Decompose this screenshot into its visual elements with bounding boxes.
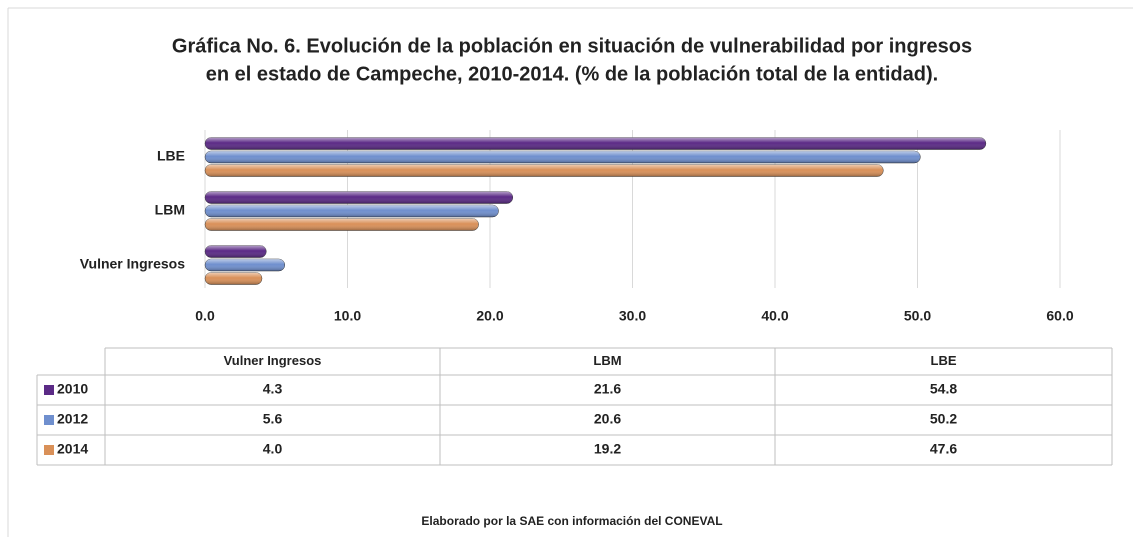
table-cell: 21.6 — [594, 381, 621, 397]
x-tick-label: 30.0 — [619, 308, 646, 324]
x-tick-label: 20.0 — [476, 308, 503, 324]
bar — [204, 150, 921, 164]
y-tick-label: LBE — [157, 148, 185, 164]
legend-label: 2012 — [57, 411, 88, 427]
x-tick-label: 10.0 — [334, 308, 361, 324]
y-tick-label: Vulner Ingresos — [80, 256, 186, 272]
table-cell: 4.3 — [263, 381, 283, 397]
legend-swatch — [44, 415, 54, 425]
table-cell: 20.6 — [594, 411, 621, 427]
bar — [204, 191, 514, 204]
table-cell: 50.2 — [930, 411, 957, 427]
legend-swatch — [44, 445, 54, 455]
y-tick-label: LBM — [155, 202, 185, 218]
bar — [204, 137, 987, 150]
bar — [204, 204, 499, 218]
table-cell: 4.0 — [263, 441, 283, 457]
x-tick-label: 60.0 — [1046, 308, 1073, 324]
bar — [204, 218, 479, 231]
chart-title: Gráfica No. 6. Evolución de la población… — [172, 35, 972, 57]
table-cell: 5.6 — [263, 411, 283, 427]
table-cell: 47.6 — [930, 441, 957, 457]
legend-label: 2010 — [57, 381, 88, 397]
bar — [204, 164, 884, 177]
legend-swatch — [44, 385, 54, 395]
table-cell: 19.2 — [594, 441, 621, 457]
table-header: LBM — [593, 353, 621, 368]
note: Elaborado por la SAE con información del… — [421, 514, 722, 528]
chart-title: en el estado de Campeche, 2010-2014. (% … — [206, 63, 938, 85]
table-header: Vulner Ingresos — [224, 353, 322, 368]
legend-label: 2014 — [57, 441, 88, 457]
x-tick-label: 40.0 — [761, 308, 788, 324]
table-header: LBE — [931, 353, 957, 368]
x-tick-label: 0.0 — [195, 308, 215, 324]
bar — [204, 258, 286, 272]
table-cell: 54.8 — [930, 381, 957, 397]
bar — [204, 272, 263, 285]
x-tick-label: 50.0 — [904, 308, 931, 324]
bar — [204, 245, 267, 258]
